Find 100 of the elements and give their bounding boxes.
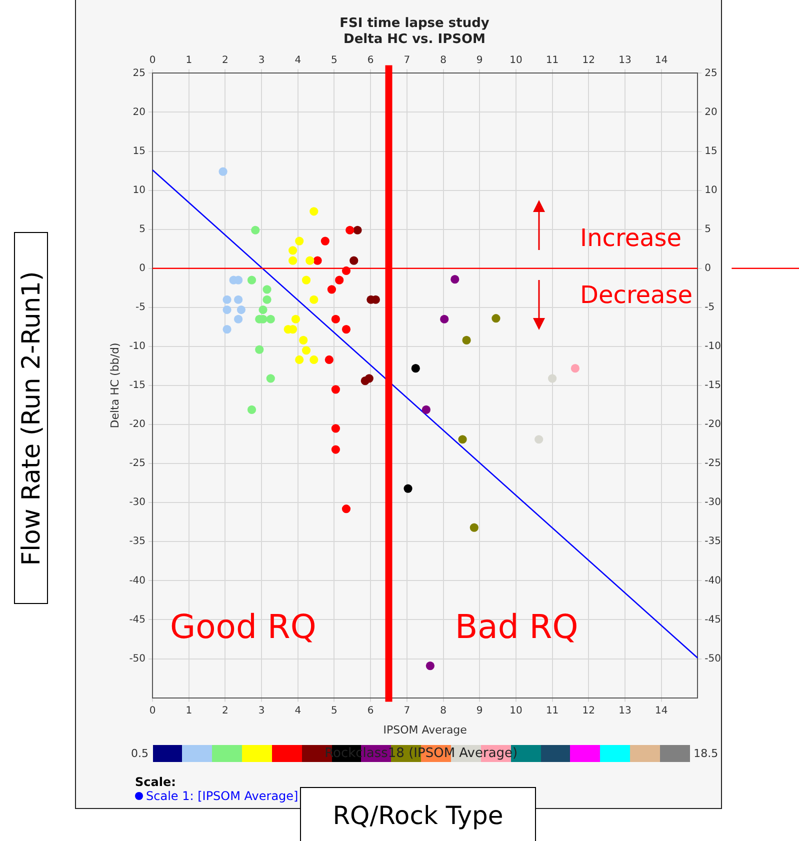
x2-tick-label: 8 — [440, 705, 446, 716]
point — [331, 314, 340, 324]
point — [266, 374, 275, 383]
y2-tick-label: -5 — [704, 302, 715, 314]
chart-title: FSI time lapse study — [340, 16, 490, 32]
y2-tick-label: -35 — [704, 536, 722, 548]
x2-tick-label: 4 — [294, 705, 302, 716]
x-tick-label: 12 — [582, 54, 596, 66]
point — [310, 295, 318, 304]
point — [440, 314, 449, 324]
point — [426, 661, 434, 670]
x2-tick-label: 12 — [582, 705, 596, 716]
y-tick-label: 10 — [132, 184, 146, 196]
annotation: Bad RQ — [455, 607, 578, 646]
y-tick-label: -5 — [136, 302, 146, 314]
x2-tick-label: 3 — [258, 705, 265, 716]
point — [335, 276, 344, 284]
x-tick-label: 4 — [294, 54, 302, 66]
point — [310, 207, 318, 216]
y2-tick-label: 5 — [704, 224, 712, 235]
point — [288, 246, 298, 255]
x-tick-label: 1 — [186, 54, 192, 66]
point — [342, 324, 351, 334]
legend-title: Scale: — [135, 775, 177, 789]
point — [306, 256, 314, 265]
point — [251, 226, 260, 234]
point — [258, 305, 268, 314]
text: Flow Rate (Run 2-Run1) — [16, 270, 46, 566]
y2-tick-label: 15 — [704, 146, 718, 157]
y2-tick-label: -15 — [704, 380, 722, 392]
point — [404, 484, 412, 493]
point — [222, 305, 232, 314]
point — [327, 285, 336, 294]
x2-tick-label: 6 — [367, 705, 374, 716]
point — [236, 305, 246, 314]
point — [570, 364, 580, 373]
y2-tick-label: -30 — [704, 497, 722, 508]
x2-tick-label: 1 — [186, 705, 192, 716]
point — [346, 226, 354, 234]
x-tick-label: 7 — [404, 54, 410, 66]
x-tick-label: 8 — [440, 54, 446, 66]
point — [324, 355, 334, 364]
point — [462, 336, 471, 345]
x2-tick-label: 14 — [654, 705, 668, 716]
point — [234, 295, 243, 304]
point — [534, 435, 544, 444]
y-tick-label: 0 — [139, 262, 146, 274]
point — [302, 276, 311, 284]
x2-tick-label: 5 — [331, 705, 338, 716]
y2-tick-label: -50 — [704, 653, 722, 664]
y-tick-label: 15 — [132, 146, 146, 157]
annotation: Good RQ — [170, 607, 316, 646]
x-tick-label: 0 — [149, 54, 156, 66]
y-tick-label: 20 — [132, 106, 146, 118]
x2-tick-label: 13 — [618, 705, 632, 716]
point — [364, 374, 374, 383]
y-tick-label: -35 — [129, 536, 146, 548]
point — [411, 364, 420, 373]
legend-label: Scale 1: [IPSOM Average] — [146, 789, 298, 803]
text: RQ/Rock Type — [332, 800, 504, 830]
x-axis-title: IPSOM Average — [383, 723, 468, 736]
y2-tick-label: 0 — [704, 262, 712, 274]
x-tick-label: 10 — [510, 54, 522, 66]
x2-tick-label: 0 — [149, 705, 156, 716]
y2-tick-label: -45 — [704, 614, 722, 626]
point — [218, 167, 228, 176]
point — [222, 295, 232, 304]
x-tick-label: 5 — [331, 54, 338, 66]
x-tick-label: 13 — [618, 54, 632, 66]
y-tick-label: -30 — [129, 497, 146, 508]
y2-tick-label: -25 — [704, 458, 722, 470]
point — [313, 256, 322, 265]
text: 0.5 — [131, 747, 149, 760]
chart-subtitle: Delta HC vs. IPSOM — [344, 32, 486, 47]
point — [422, 405, 430, 414]
point — [331, 445, 340, 454]
y-axis-title: Delta HC (bb/d) — [108, 342, 122, 428]
x2-tick-label: 7 — [404, 705, 410, 716]
point — [247, 405, 256, 414]
x-tick-label: 2 — [222, 54, 228, 66]
x2-tick-label: 2 — [222, 705, 228, 716]
y-tick-label: -45 — [129, 614, 146, 626]
point — [247, 276, 256, 284]
point — [295, 236, 304, 246]
x-tick-label: 11 — [546, 54, 559, 66]
point — [291, 314, 300, 324]
point — [255, 345, 264, 354]
x-tick-label: 9 — [476, 54, 483, 66]
y-tick-label: -20 — [129, 419, 146, 430]
point — [266, 314, 275, 324]
point — [350, 256, 358, 265]
y2-tick-label: -40 — [704, 575, 722, 586]
y-tick-label: -40 — [129, 575, 146, 586]
y-tick-label: 5 — [139, 224, 146, 235]
annotation: Decrease — [580, 281, 693, 309]
point — [302, 346, 311, 355]
y-tick-label: -10 — [129, 341, 146, 352]
y2-tick-label: -20 — [704, 419, 722, 430]
point — [450, 275, 460, 284]
x2-tick-label: 10 — [510, 705, 522, 716]
